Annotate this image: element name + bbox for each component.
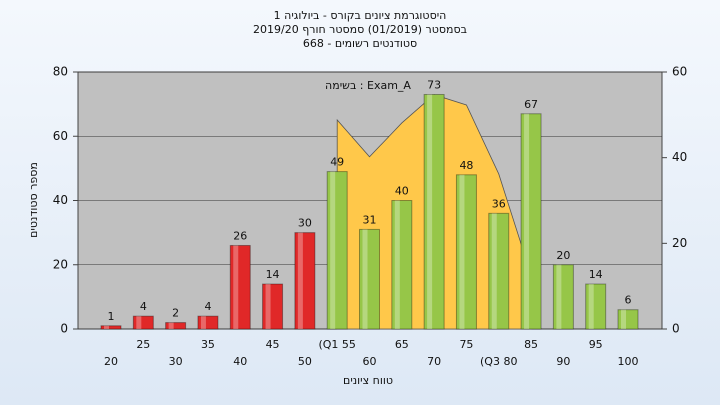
bar-shine <box>394 200 400 329</box>
bar <box>552 264 574 330</box>
data-label: 4 <box>204 300 211 313</box>
bar <box>520 113 542 330</box>
y-tick-label: 40 <box>53 193 68 207</box>
x-tick-label: 30 <box>169 355 183 368</box>
x-tick-label: 20 <box>104 355 118 368</box>
bar-shine <box>297 232 303 329</box>
bar-shine <box>233 245 239 329</box>
data-label: 48 <box>459 159 473 172</box>
chart-subtitle: סטודנטים רשומים - 668 <box>303 37 417 50</box>
bar <box>359 228 380 330</box>
bar <box>455 174 477 330</box>
y2-tick-label: 40 <box>672 150 687 164</box>
bar <box>617 309 639 330</box>
bar <box>132 315 154 330</box>
data-label: 67 <box>524 98 538 111</box>
bar <box>262 283 284 330</box>
bar-shine <box>524 113 530 329</box>
y-tick-label: 60 <box>53 129 68 143</box>
x-tick-label: 90 <box>556 355 570 368</box>
bar-shine <box>136 316 142 329</box>
data-label: 30 <box>298 217 312 230</box>
bar <box>100 325 122 330</box>
bar <box>229 244 251 330</box>
bar-shine <box>588 284 594 329</box>
bar-shine <box>556 264 562 329</box>
data-label: 1 <box>108 310 115 323</box>
legend-label: בשימה : Exam_A <box>325 79 411 92</box>
bar <box>391 200 413 330</box>
y-tick-label: 20 <box>53 257 68 271</box>
chart-subtitle: בסמסטר (01/2019) סמסטר חורף 2019/20 <box>253 23 467 36</box>
x-tick-label: 100 <box>618 355 639 368</box>
y2-tick-label: 0 <box>672 322 680 336</box>
bar <box>294 232 316 330</box>
x-tick-label: 40 <box>233 355 247 368</box>
x-tick-label: 70 <box>427 355 441 368</box>
bar-shine <box>330 171 336 329</box>
x-tick-label: 35 <box>201 338 215 351</box>
data-label: 49 <box>330 156 344 169</box>
bar-shine <box>459 174 465 329</box>
bar-shine <box>491 213 497 329</box>
data-label: 14 <box>589 268 603 281</box>
x-tick-label: 75 <box>459 338 473 351</box>
x-tick-label: 25 <box>136 338 150 351</box>
y2-tick-label: 20 <box>672 236 687 250</box>
data-label: 40 <box>395 185 409 198</box>
bar <box>326 171 348 330</box>
x-tick-label: 85 <box>524 338 538 351</box>
x-tick-label: 95 <box>589 338 603 351</box>
x-tick-label: 65 <box>395 338 409 351</box>
bar-shine <box>621 309 626 329</box>
bar <box>585 283 607 330</box>
bar-shine <box>362 229 368 329</box>
data-label: 2 <box>172 307 179 320</box>
x-axis-title: טווח ציונים <box>343 374 393 387</box>
chart-title: היסטוגרמת ציונים בקורס - ביולוגיה 1 <box>274 9 447 22</box>
y-axis-title: מספר סטודנטים <box>27 162 40 238</box>
bar <box>423 93 445 330</box>
x-tick-label: 60 <box>363 355 377 368</box>
bar <box>165 322 187 330</box>
x-tick-label: 50 <box>298 355 312 368</box>
bar-shine <box>265 284 271 329</box>
data-label: 6 <box>625 294 632 307</box>
bar <box>488 212 510 330</box>
y-tick-label: 0 <box>60 322 68 336</box>
data-label: 73 <box>427 78 441 91</box>
y2-tick-label: 60 <box>672 65 687 79</box>
x-tick-label: (Q3 80 <box>480 355 517 368</box>
data-label: 14 <box>266 268 280 281</box>
bar-shine <box>168 322 174 329</box>
x-tick-label: (Q1 55 <box>318 338 355 351</box>
bar-shine <box>200 316 206 329</box>
data-label: 20 <box>556 249 570 262</box>
bar-shine <box>427 94 433 329</box>
y-tick-label: 80 <box>53 65 68 79</box>
data-label: 26 <box>233 229 247 242</box>
x-tick-label: 45 <box>266 338 280 351</box>
data-label: 31 <box>363 213 377 226</box>
data-label: 4 <box>140 300 147 313</box>
data-label: 36 <box>492 197 506 210</box>
bar-shine <box>104 325 109 329</box>
bar <box>197 315 219 330</box>
